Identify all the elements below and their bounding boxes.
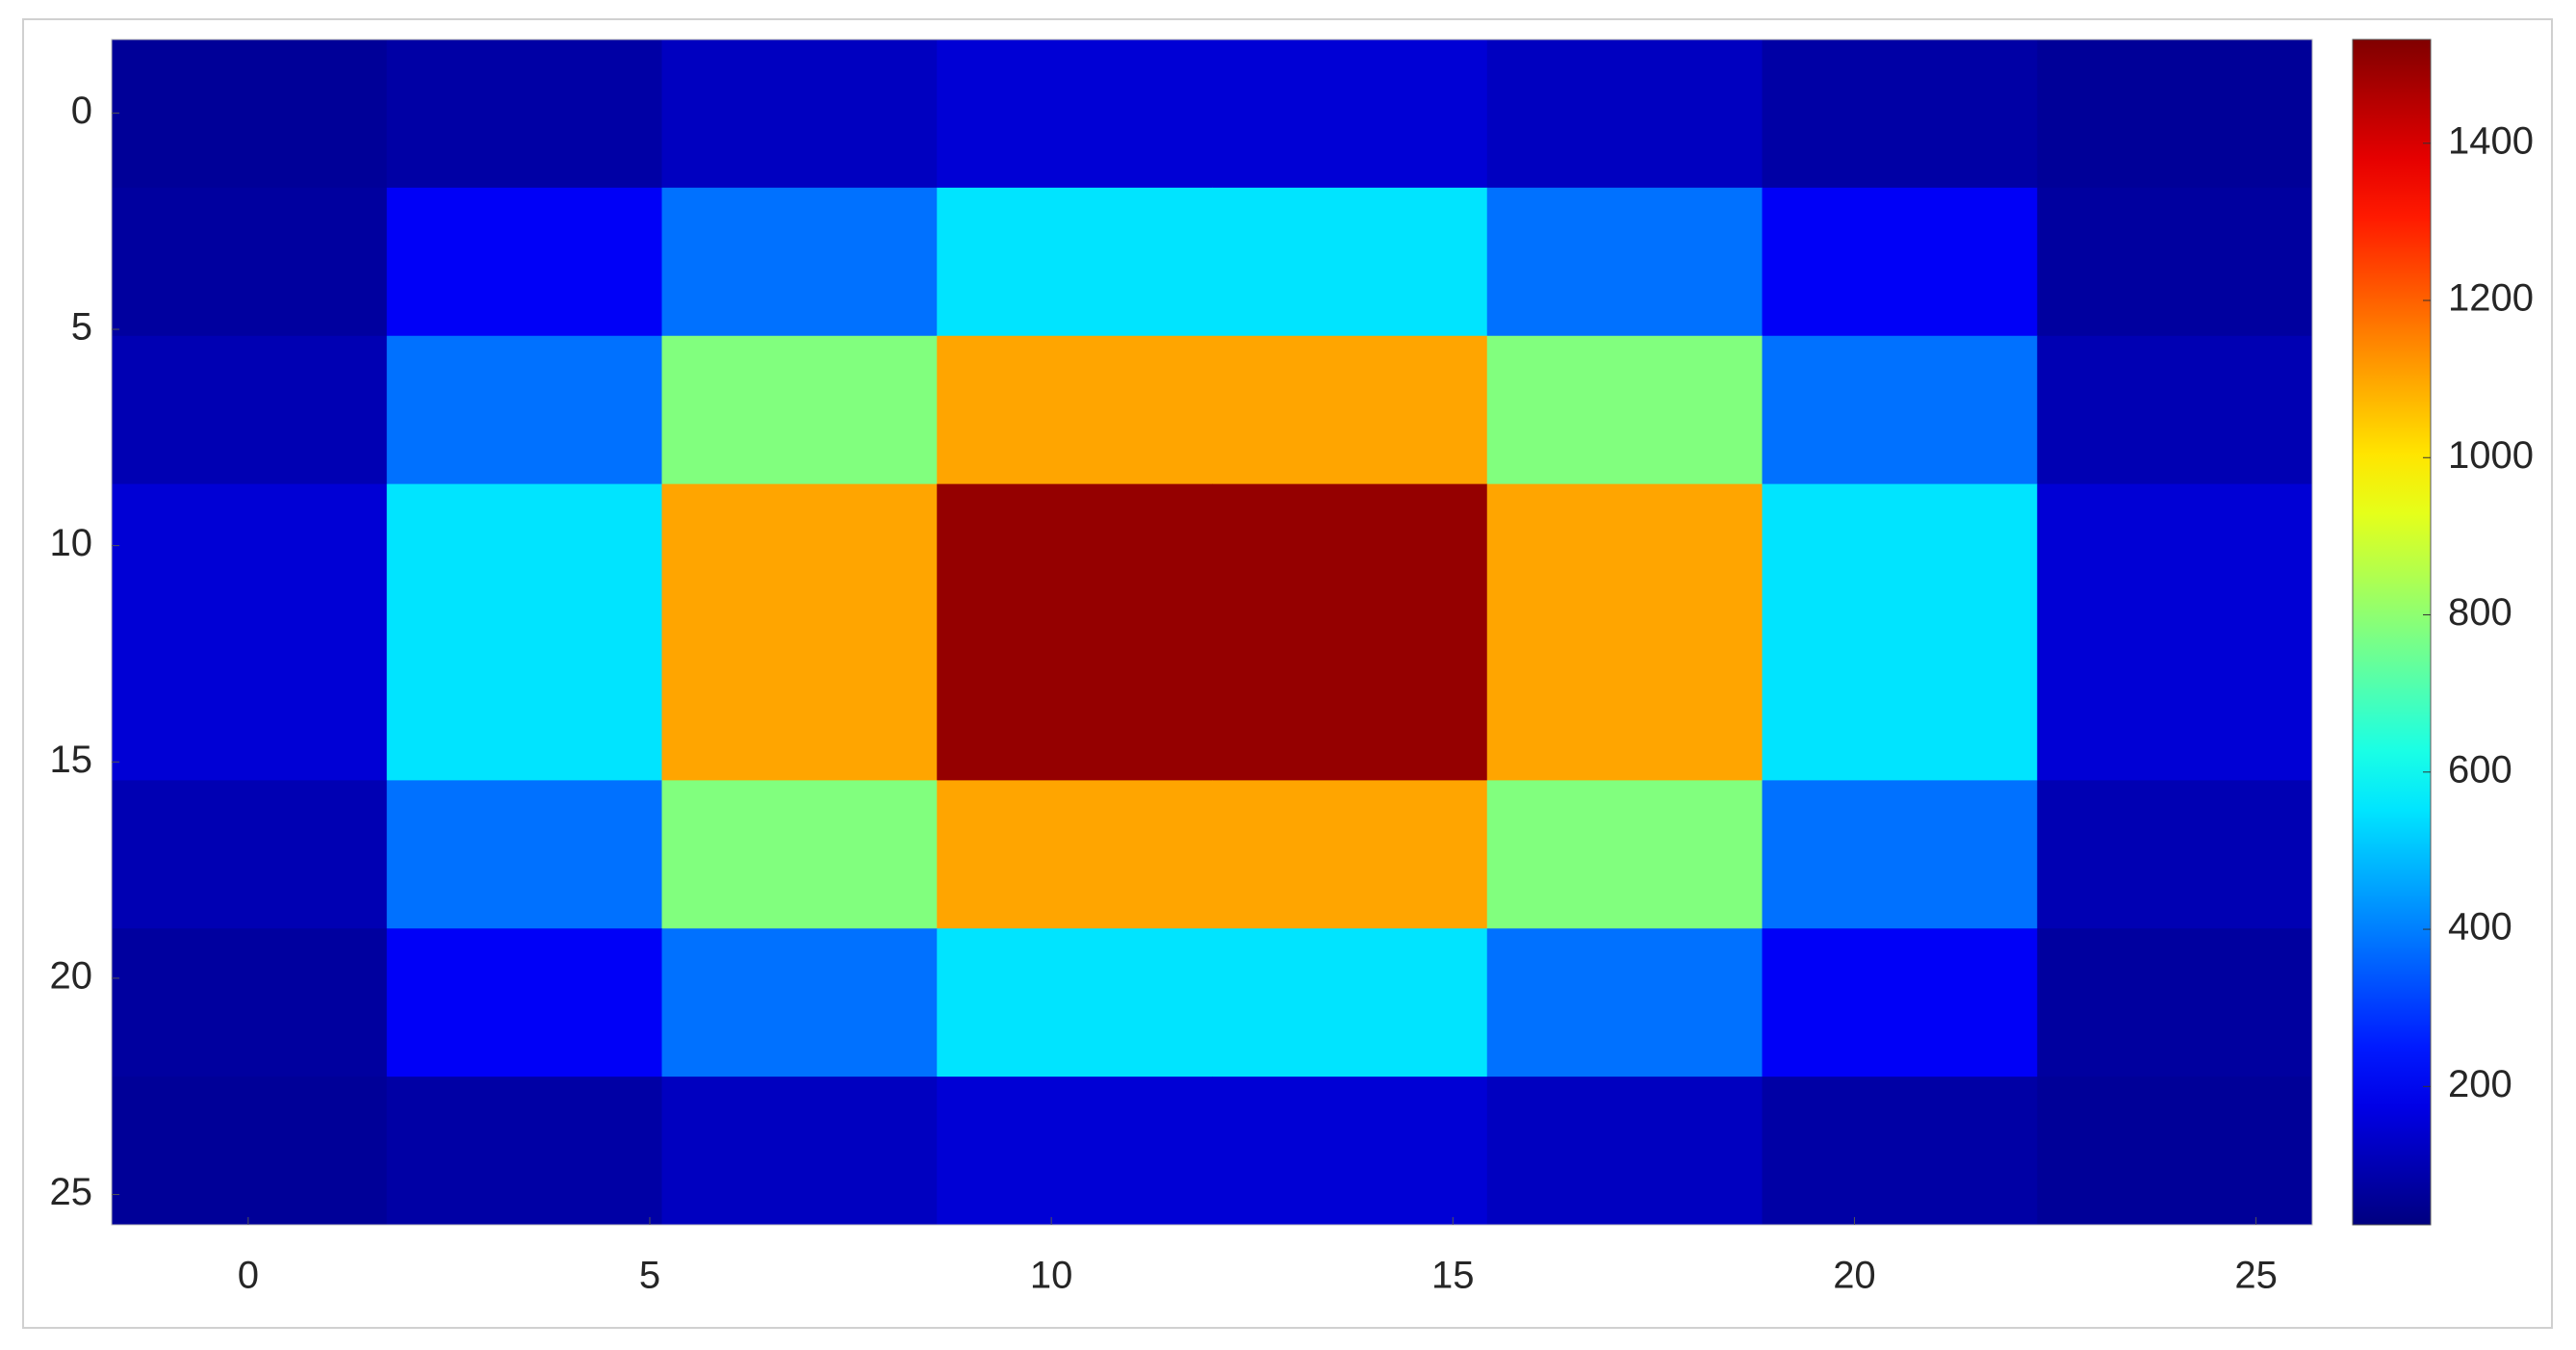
heat-cell [937, 1077, 1213, 1226]
heat-cell [112, 39, 388, 189]
y-tick-label: 0 [71, 90, 92, 132]
heat-cell [386, 632, 662, 781]
heat-cell [661, 780, 938, 929]
colorbar-tick-label: 400 [2448, 906, 2512, 948]
heat-cell [112, 780, 388, 929]
heat-cell [386, 335, 662, 485]
y-tick-label: 10 [50, 522, 93, 564]
colorbar-tick-label: 800 [2448, 591, 2512, 634]
heat-cell [1762, 187, 2038, 337]
heat-cell [112, 928, 388, 1077]
heat-cell [386, 39, 662, 189]
heat-cell [386, 187, 662, 337]
heat-cell [1212, 928, 1488, 1077]
heat-cell [937, 187, 1213, 337]
heat-cell [2037, 632, 2313, 781]
y-tick-label: 5 [71, 306, 92, 349]
heat-cell [1212, 39, 1488, 189]
heat-cell [661, 928, 938, 1077]
heat-cell [1212, 780, 1488, 929]
heat-cell [937, 928, 1213, 1077]
heat-cell [386, 928, 662, 1077]
heat-cell [1762, 780, 2038, 929]
heat-cell [661, 39, 938, 189]
heat-cell [1212, 483, 1488, 633]
colorbar-tick-label: 1400 [2448, 119, 2534, 162]
heat-cell [112, 632, 388, 781]
heat-cell [2037, 928, 2313, 1077]
heat-cell [937, 335, 1213, 485]
x-tick-label: 20 [1833, 1255, 1876, 1297]
heat-cell [386, 483, 662, 633]
x-tick-label: 10 [1030, 1255, 1073, 1297]
heat-cell [1486, 1077, 1763, 1226]
heat-cell [386, 780, 662, 929]
heat-cell [937, 632, 1213, 781]
heat-cell [1762, 928, 2038, 1077]
heat-cell [661, 187, 938, 337]
heat-cell [1762, 39, 2038, 189]
heat-cell [1212, 335, 1488, 485]
heat-cell [1762, 1077, 2038, 1226]
heat-cell [112, 335, 388, 485]
heat-cell [1486, 187, 1763, 337]
plot-frame [111, 39, 2313, 1226]
heat-cell [937, 780, 1213, 929]
heat-cell [1212, 187, 1488, 337]
heat-cell [2037, 187, 2313, 337]
y-tick-label: 25 [50, 1171, 93, 1213]
heat-cell [2037, 335, 2313, 485]
heat-cell [1762, 632, 2038, 781]
heat-cell [386, 1077, 662, 1226]
colorbar-tick-label: 1200 [2448, 277, 2534, 320]
heat-cell [112, 1077, 388, 1226]
y-tick-label: 20 [50, 954, 93, 997]
heat-cell [1212, 632, 1488, 781]
x-tick-label: 15 [1431, 1255, 1475, 1297]
heat-cell [2037, 39, 2313, 189]
heat-cell [937, 39, 1213, 189]
heat-cell [661, 335, 938, 485]
colorbar-tick-label: 200 [2448, 1063, 2512, 1105]
x-tick-label: 5 [639, 1255, 660, 1297]
heat-cell [2037, 483, 2313, 633]
heat-cell [661, 632, 938, 781]
heat-cell [1486, 335, 1763, 485]
heat-cell [2037, 1077, 2313, 1226]
x-tick-label: 0 [238, 1255, 259, 1297]
heat-cell [1762, 483, 2038, 633]
heat-cell [937, 483, 1213, 633]
heat-cell [1762, 335, 2038, 485]
colorbar-tick-label: 1000 [2448, 434, 2534, 477]
colorbar-tick-label: 600 [2448, 748, 2512, 791]
heat-cell [1486, 632, 1763, 781]
x-tick-label: 25 [2234, 1255, 2278, 1297]
heat-cell [112, 187, 388, 337]
heat-cell [1486, 483, 1763, 633]
heat-cell [1212, 1077, 1488, 1226]
heat-cell [1486, 39, 1763, 189]
heat-cell [2037, 780, 2313, 929]
heat-cell [1486, 928, 1763, 1077]
heat-cell [112, 483, 388, 633]
colorbar [2352, 39, 2432, 1226]
y-tick-label: 15 [50, 739, 93, 781]
heat-cell [1486, 780, 1763, 929]
heat-cell [661, 483, 938, 633]
heat-cell [661, 1077, 938, 1226]
